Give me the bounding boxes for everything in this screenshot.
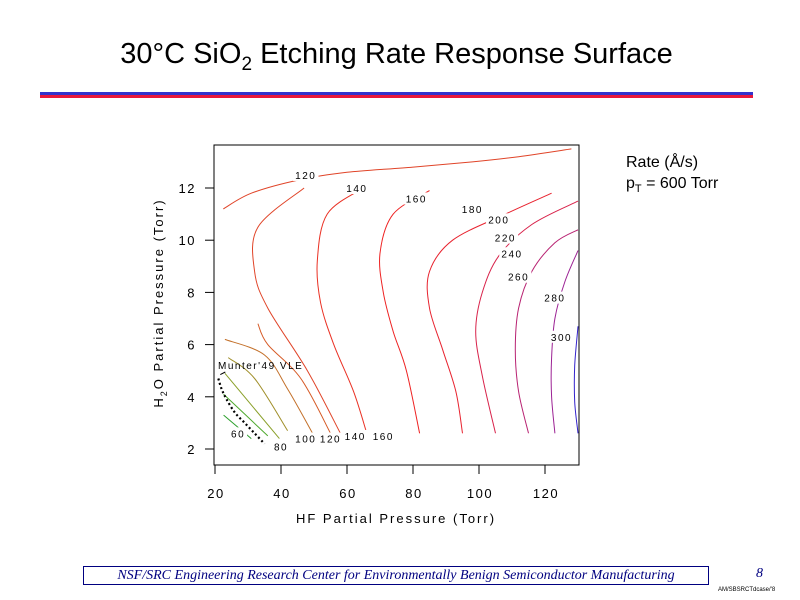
contour-label: 240 [501,249,522,260]
page-number: 8 [756,566,763,581]
footer-organization: NSF/SRC Engineering Research Center for … [83,566,709,585]
contour-label-bg [492,231,519,244]
contour-line [223,148,572,210]
contour-line [573,326,579,434]
x-axis-title: HF Partial Pressure (Torr) [296,511,496,526]
legend-pressure-subscript: T [634,183,642,196]
contour-label-bg [499,247,525,260]
contour-label: 80 [274,442,288,453]
contour-label-bg [229,427,248,440]
legend-total-pressure: pT = 600 Torr [626,173,718,200]
contour-line [224,338,315,437]
contour-label-bg [317,432,344,445]
contour-label-bg [548,330,575,343]
vle-curve-group [217,371,266,445]
contour-label: 100 [295,435,316,446]
contour-label: 160 [406,194,427,205]
contour-label-bg [542,291,568,304]
y-tick-label: 12 [179,181,196,196]
contour-label-bg [505,270,532,283]
contour-label-bg [344,182,370,194]
x-tick-label: 100 [467,486,493,501]
vle-annotation: Munter'49 VLE [218,361,303,372]
chart-legend-block: Rate (Å/s) pT = 600 Torr [626,152,718,200]
contour-line [379,190,430,434]
vle-annotation-arrow [220,371,226,375]
title-rule-bottom [40,95,753,98]
y-axis-title-suffix: O Partial Pressure (Torr) [151,198,166,389]
title-rule-top [40,92,753,95]
contour-label: 120 [320,435,341,446]
y-tick-label: 8 [187,285,196,300]
contour-line [257,323,331,434]
contour-line [252,187,341,434]
y-axis-title-subscript: 2 [159,389,169,396]
contour-line [224,372,280,439]
contour-line [475,200,579,434]
slide-title-suffix: Etching Rate Response Surface [252,38,673,70]
contour-label-bg [293,432,319,445]
contour-line [227,357,289,431]
contour-label: 300 [551,333,572,344]
contour-label: 140 [345,432,366,443]
contour-label: 180 [462,205,483,216]
footer-code: AM/SBSRCTdcase/'8 [718,587,776,593]
slide-title: 30°C SiO2 Etching Rate Response Surface [0,38,793,76]
x-tick-label: 120 [533,486,559,501]
legend-pressure-suffix: = 600 Torr [641,175,719,192]
slide-title-prefix: 30°C SiO [120,38,242,70]
contour-label: 220 [495,234,516,245]
axes: 20 40 60 80 100 120 2 4 6 8 10 12 [179,145,579,501]
contour-label: 200 [488,215,509,226]
contour-labels: 120 140 160 180 200 220 240 260 280 300 60 80 100 120… [229,168,575,453]
contour-label: 140 [346,184,367,195]
contour-label: 260 [508,273,529,284]
contour-label: 120 [295,171,316,182]
contour-label: 160 [373,432,394,443]
contour-label-bg [293,168,319,181]
y-tick-label: 4 [187,390,196,405]
y-axis-title-prefix: H [151,396,166,407]
legend-pressure-prefix: p [626,175,635,192]
contour-line [514,229,579,434]
contour-label: 280 [544,294,565,305]
contour-label-bg [370,429,397,442]
legend-rate-unit: Rate (Å/s) [626,154,699,171]
slide-title-subscript: 2 [241,53,253,75]
y-axis-title: H2O Partial Pressure (Torr) [151,198,169,407]
y-tick-label: 10 [179,233,196,248]
x-tick-label: 60 [339,486,356,501]
contour-line [223,414,252,439]
contour-label-bg [342,429,368,442]
x-tick-label: 80 [405,486,422,501]
x-tick-label: 20 [207,486,224,501]
contour-label-bg [403,192,430,205]
contour-label-bg [459,202,486,215]
x-tick-label: 40 [273,486,290,501]
contour-label: 60 [231,429,245,440]
y-tick-label: 6 [187,338,196,353]
y-tick-label: 2 [187,442,196,457]
contour-label-bg [272,440,290,453]
contour-line [316,187,368,434]
contour-label-bg [486,213,512,226]
